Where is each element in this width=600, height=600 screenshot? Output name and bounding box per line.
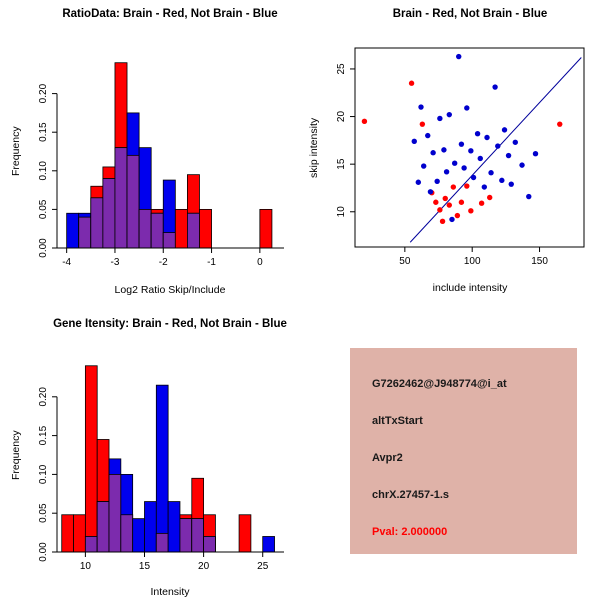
pval-text: Pval: 2.000000 bbox=[372, 526, 448, 538]
svg-text:20: 20 bbox=[198, 561, 210, 572]
svg-text:0.00: 0.00 bbox=[38, 238, 49, 258]
ratio-histogram-title: RatioData: Brain - Red, Not Brain - Blue bbox=[62, 8, 278, 20]
svg-text:0.00: 0.00 bbox=[38, 542, 49, 562]
svg-text:-4: -4 bbox=[62, 257, 71, 268]
ratio-histogram-xlabel: Log2 Ratio Skip/Include bbox=[114, 284, 226, 296]
ratio-histogram-panel: RatioData: Brain - Red, Not Brain - Blue… bbox=[0, 0, 300, 300]
svg-text:50: 50 bbox=[399, 256, 411, 267]
svg-text:-1: -1 bbox=[207, 257, 216, 268]
gene-symbol-text: Avpr2 bbox=[372, 452, 403, 464]
gene-intensity-title: Gene Itensity: Brain - Red, Not Brain - … bbox=[53, 318, 287, 330]
intensity-scatter-plot: 50 100 150 10 15 20 25 bbox=[336, 47, 585, 267]
svg-text:15: 15 bbox=[336, 158, 347, 170]
svg-text:0: 0 bbox=[257, 257, 263, 268]
intensity-scatter-panel: Brain - Red, Not Brain - Blue skip inten… bbox=[300, 0, 600, 300]
gene-info-box: G7262462@J948774@i_at altTxStart Avpr2 c… bbox=[350, 348, 577, 554]
gene-intensity-xlabel: Intensity bbox=[150, 586, 190, 598]
ratio-histogram-plot: -4 -3 -2 -1 0 0.00 0.05 0.10 0.15 0.20 bbox=[38, 62, 284, 268]
svg-text:25: 25 bbox=[336, 63, 347, 75]
svg-text:-3: -3 bbox=[111, 257, 120, 268]
svg-text:-2: -2 bbox=[159, 257, 168, 268]
svg-text:0.15: 0.15 bbox=[38, 122, 49, 142]
scatter-xlabel: include intensity bbox=[432, 282, 508, 294]
svg-text:0.20: 0.20 bbox=[38, 83, 49, 103]
svg-text:0.10: 0.10 bbox=[38, 464, 49, 484]
svg-text:0.05: 0.05 bbox=[38, 199, 49, 219]
svg-text:20: 20 bbox=[336, 111, 347, 123]
gene-info-panel: G7262462@J948774@i_at altTxStart Avpr2 c… bbox=[300, 300, 600, 600]
svg-text:15: 15 bbox=[139, 561, 151, 572]
svg-text:0.15: 0.15 bbox=[38, 425, 49, 445]
locus-text: chrX.27457-1.s bbox=[372, 489, 450, 501]
svg-text:0.10: 0.10 bbox=[38, 161, 49, 181]
svg-text:0.05: 0.05 bbox=[38, 503, 49, 523]
svg-text:10: 10 bbox=[336, 206, 347, 218]
svg-text:0.20: 0.20 bbox=[38, 387, 49, 407]
svg-text:100: 100 bbox=[464, 256, 481, 267]
svg-text:10: 10 bbox=[80, 561, 92, 572]
gene-intensity-histogram-panel: Gene Itensity: Brain - Red, Not Brain - … bbox=[0, 300, 300, 600]
probe-id-text: G7262462@J948774@i_at bbox=[372, 378, 507, 390]
gene-intensity-histogram-plot: 10 15 20 25 0.00 0.05 0.10 0.15 0.20 bbox=[38, 365, 284, 572]
svg-text:25: 25 bbox=[257, 561, 269, 572]
svg-text:150: 150 bbox=[531, 256, 548, 267]
scatter-title: Brain - Red, Not Brain - Blue bbox=[392, 8, 548, 20]
event-type-text: altTxStart bbox=[372, 415, 423, 427]
